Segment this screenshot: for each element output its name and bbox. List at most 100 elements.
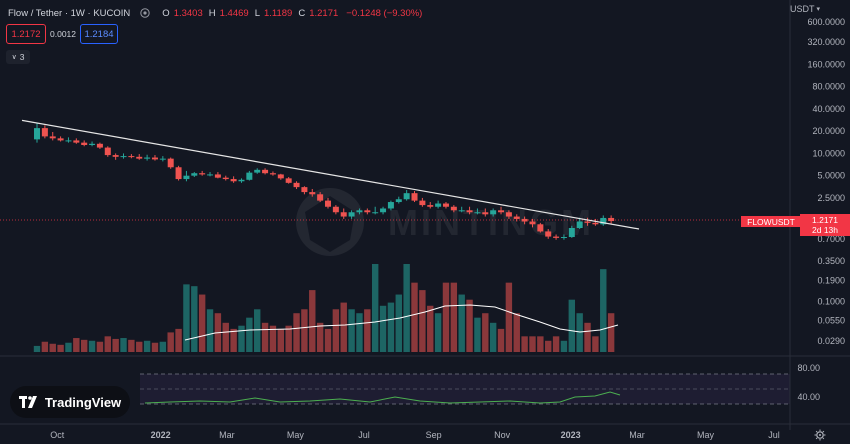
volume-bar xyxy=(136,341,143,352)
candle xyxy=(364,208,371,215)
candle xyxy=(545,228,552,239)
volume-bar xyxy=(183,284,190,352)
candle xyxy=(442,202,449,209)
buy-button[interactable]: 1.2184 xyxy=(80,24,118,44)
high-label: H xyxy=(208,7,216,19)
volume-bar xyxy=(104,336,111,352)
price-axis[interactable]: 600.0000 320.0000 160.0000 80.0000 40.0000 20… xyxy=(807,17,845,346)
tradingview-icon xyxy=(18,396,37,408)
time-axis[interactable]: Oct 2022 Mar May Jul Sep Nov 2023 Mar May Jul xyxy=(50,430,780,440)
volume-bar xyxy=(309,290,316,352)
price-axis-label: 160.0000 xyxy=(807,59,845,69)
candle xyxy=(427,202,434,209)
close-value: 1.2171 xyxy=(309,7,339,19)
candle xyxy=(285,176,292,184)
volume-bar xyxy=(474,317,481,352)
time-axis-label: Jul xyxy=(768,430,780,440)
candle xyxy=(450,205,457,213)
candle xyxy=(340,208,347,219)
volume-bar xyxy=(513,313,520,352)
volume-bar xyxy=(466,299,473,352)
candle xyxy=(608,215,615,224)
volume-bar xyxy=(33,345,41,352)
volume-bar xyxy=(191,286,198,352)
volume-bar xyxy=(230,328,237,352)
candle xyxy=(332,205,339,215)
candle xyxy=(348,210,355,219)
volume-bar xyxy=(458,294,465,352)
currency-label: USDT xyxy=(790,4,815,14)
open-value: 1.3403 xyxy=(173,7,203,19)
candle xyxy=(73,138,80,144)
volume-bar xyxy=(167,332,174,352)
candle xyxy=(199,170,206,176)
candle xyxy=(41,125,48,139)
volume-bar xyxy=(607,313,615,352)
indicators-count: 3 xyxy=(19,52,25,62)
candle xyxy=(553,234,560,240)
volume-bar xyxy=(151,342,159,352)
volume-bar xyxy=(159,341,167,352)
rsi-axis: 80.00 40.00 xyxy=(797,363,820,402)
time-axis-label: May xyxy=(697,430,715,440)
candle xyxy=(175,165,182,181)
indicators-toggle-button[interactable]: ∨ 3 xyxy=(6,50,30,64)
volume-bar xyxy=(545,340,552,352)
settings-gear-icon[interactable] xyxy=(814,428,826,441)
candle xyxy=(191,172,198,177)
time-axis-label: 2022 xyxy=(151,430,171,440)
time-axis-label: Nov xyxy=(494,430,511,440)
volume-bar xyxy=(324,328,332,352)
volume-bar xyxy=(442,282,450,352)
candle xyxy=(411,191,418,203)
trendline[interactable] xyxy=(21,119,640,230)
candle xyxy=(317,192,324,203)
candle xyxy=(183,170,190,182)
currency-selector[interactable]: USDT ▾ xyxy=(790,4,820,14)
watermark-text: MINTINGM xyxy=(388,202,594,243)
sell-button[interactable]: 1.2172 xyxy=(6,24,46,44)
candle xyxy=(592,218,599,226)
candle xyxy=(380,206,387,215)
candle xyxy=(49,131,56,141)
volume-bar xyxy=(529,336,536,352)
volume-bar xyxy=(427,305,434,352)
low-value: 1.1189 xyxy=(263,7,293,19)
volume-bar xyxy=(364,309,371,352)
volume-bar xyxy=(497,328,505,352)
symbol-legend: Flow / Tether · 1W · KUCOIN O 1.3403 H 1.4… xyxy=(8,6,422,20)
candle xyxy=(159,156,166,162)
candle xyxy=(568,225,575,238)
eye-icon[interactable] xyxy=(140,8,150,18)
candle xyxy=(395,196,402,204)
candles xyxy=(34,122,615,240)
price-axis-label: 5.0000 xyxy=(817,171,845,181)
candle xyxy=(529,218,536,228)
volume-bar xyxy=(568,299,576,352)
time-axis-label: Mar xyxy=(629,430,645,440)
candle xyxy=(576,217,583,229)
candle xyxy=(136,154,143,160)
volume-bar xyxy=(112,338,119,352)
candle xyxy=(167,157,174,169)
last-price-value: 1.2171 xyxy=(812,215,838,225)
time-axis-label: Jul xyxy=(358,430,370,440)
volume-bar xyxy=(371,264,379,352)
rsi-axis-label: 80.00 xyxy=(797,363,820,373)
price-axis-label: 0.1900 xyxy=(817,276,845,286)
volume-bar xyxy=(143,340,151,352)
tradingview-logo[interactable]: TradingView xyxy=(10,386,130,418)
volume-bar xyxy=(411,282,418,352)
price-axis-label: 2.5000 xyxy=(817,193,845,203)
volume-bar xyxy=(206,309,214,352)
candle xyxy=(458,206,465,213)
volume-bar xyxy=(450,282,458,352)
candle xyxy=(89,141,96,147)
symbol-title[interactable]: Flow / Tether · 1W · KUCOIN xyxy=(8,7,131,19)
bar-countdown: 2d 13h xyxy=(812,225,838,235)
last-price-tag: 1.2171 2d 13h xyxy=(800,214,850,236)
price-axis-label: 10.0000 xyxy=(812,148,845,158)
candle xyxy=(474,208,481,215)
